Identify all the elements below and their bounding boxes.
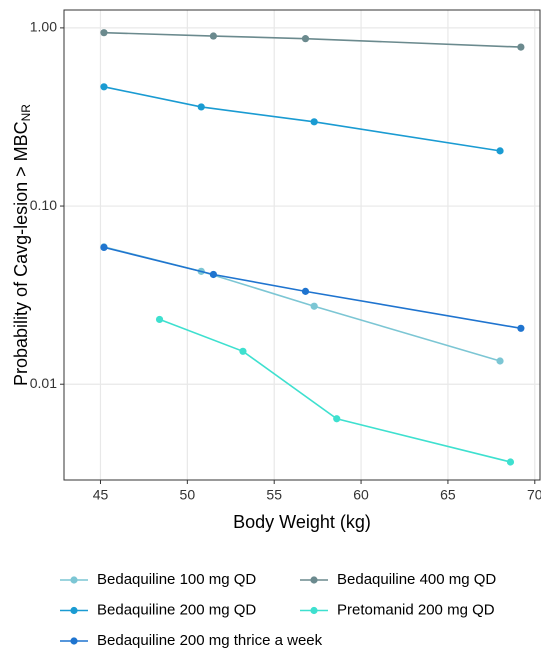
- y-tick-label: 0.01: [30, 375, 57, 391]
- series-line: [103, 86, 501, 152]
- data-point: [239, 347, 247, 355]
- data-point: [310, 118, 318, 126]
- data-point: [496, 357, 504, 365]
- legend-key-point: [310, 576, 318, 584]
- data-point: [301, 287, 310, 295]
- series-line: [159, 318, 511, 463]
- legend-label: Bedaquiline 100 mg QD: [97, 571, 256, 588]
- legend-label: Bedaquiline 400 mg QD: [337, 571, 496, 588]
- x-tick-label: 60: [353, 487, 369, 503]
- legend-key-point: [70, 637, 78, 645]
- data-point: [333, 415, 341, 423]
- data-point: [310, 302, 318, 310]
- data-point: [100, 243, 108, 252]
- x-tick-label: 55: [266, 487, 282, 503]
- data-point: [517, 43, 525, 51]
- x-tick-label: 50: [180, 487, 196, 503]
- legend-key-point: [70, 606, 78, 615]
- panel-border: [63, 9, 541, 481]
- data-point: [197, 103, 205, 111]
- data-point: [496, 147, 504, 155]
- data-point: [517, 324, 525, 332]
- data-point: [209, 32, 218, 40]
- data-point: [301, 35, 310, 43]
- y-axis-title-subscript: NR: [19, 104, 33, 122]
- data-point: [100, 29, 108, 37]
- data-point: [155, 315, 164, 324]
- series-line: [103, 246, 522, 330]
- data-point: [100, 83, 108, 91]
- legend-label: Bedaquiline 200 mg QD: [97, 601, 256, 618]
- legend-label: Bedaquiline 200 mg thrice a week: [97, 632, 323, 649]
- x-tick-label: 45: [93, 487, 109, 503]
- x-axis-title: Body Weight (kg): [233, 512, 371, 532]
- legend-label: Pretomanid 200 mg QD: [337, 601, 495, 618]
- x-tick-label: 65: [440, 487, 456, 503]
- legend-key-point: [310, 606, 318, 615]
- data-point: [506, 458, 515, 466]
- legend-key-point: [70, 576, 78, 584]
- y-axis-title: Probability of Cavg-lesion > MBCNR: [11, 104, 33, 386]
- panel: [64, 10, 540, 480]
- y-tick-label: 1.00: [30, 19, 57, 35]
- y-tick-label: 0.10: [30, 197, 57, 213]
- y-axis-title-main: Probability of Cavg-lesion > MBC: [11, 121, 31, 386]
- x-tick-label: 70: [527, 487, 541, 503]
- series-line: [103, 31, 521, 48]
- data-point: [209, 270, 218, 279]
